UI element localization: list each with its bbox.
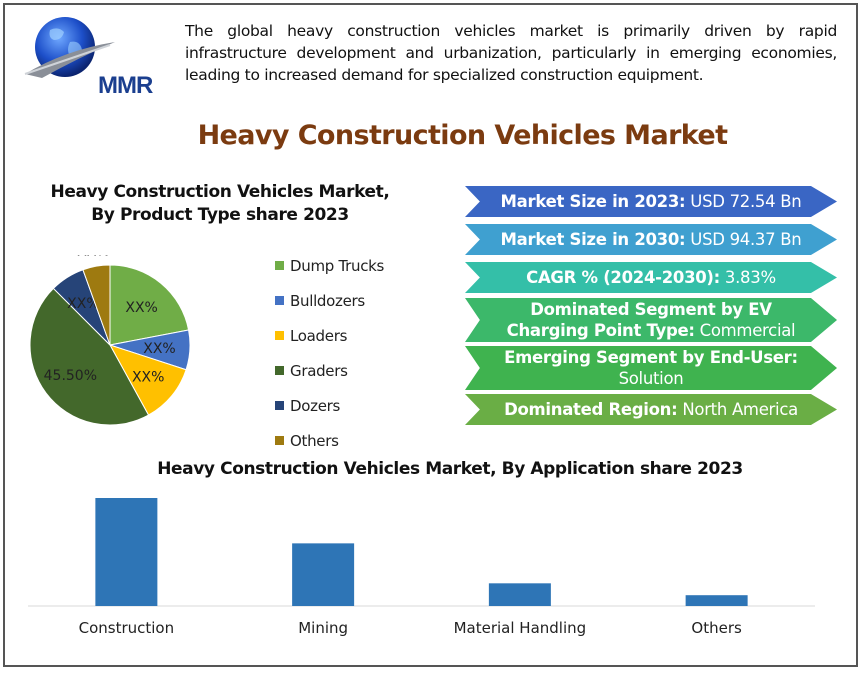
legend-label: Graders bbox=[290, 361, 348, 380]
stat-banner-0: Market Size in 2023: USD 72.54 Bn bbox=[465, 186, 837, 217]
banner-value: USD 94.37 Bn bbox=[685, 230, 802, 249]
globe-icon bbox=[24, 17, 115, 78]
banner-value: Commercial bbox=[694, 321, 796, 340]
legend-label: Bulldozers bbox=[290, 291, 365, 310]
stat-banner-5: Dominated Region: North America bbox=[465, 394, 837, 425]
bar-1 bbox=[292, 543, 355, 606]
logo-text: MMR bbox=[98, 72, 153, 99]
legend-swatch bbox=[275, 261, 284, 270]
pie-slice-3 bbox=[29, 287, 150, 426]
bar-2 bbox=[488, 583, 551, 606]
banner-value: North America bbox=[677, 400, 798, 419]
legend-label: Others bbox=[290, 431, 339, 450]
pie-data-label-1: XX% bbox=[143, 341, 175, 357]
bar-chart-title: Heavy Construction Vehicles Market, By A… bbox=[157, 459, 743, 479]
legend-item-4: Dozers bbox=[275, 388, 384, 423]
banner-value: 3.83% bbox=[719, 268, 776, 287]
stat-banner-1: Market Size in 2030: USD 94.37 Bn bbox=[465, 224, 837, 255]
banner-text: Dominated Region: North America bbox=[504, 399, 798, 420]
banner-text: Market Size in 2030: USD 94.37 Bn bbox=[501, 229, 802, 250]
stat-banner-4: Emerging Segment by End-User: Solution bbox=[465, 346, 837, 390]
pie-data-label-3: 45.50% bbox=[44, 368, 97, 384]
page-title: Heavy Construction Vehicles Market bbox=[197, 120, 728, 151]
x-tick-label-1: Mining bbox=[298, 619, 348, 637]
banner-value: Solution bbox=[618, 369, 684, 388]
banner-label: CAGR % (2024-2030): bbox=[526, 268, 720, 287]
banner-text: Market Size in 2023: USD 72.54 Bn bbox=[501, 191, 802, 212]
banner-label: Market Size in 2030: bbox=[500, 230, 686, 249]
pie-data-label-5: XX% bbox=[77, 255, 109, 259]
pie-slice-0 bbox=[109, 264, 190, 346]
legend-item-0: Dump Trucks bbox=[275, 248, 384, 283]
pie-legend: Dump Trucks Bulldozers Loaders Graders Dozer… bbox=[275, 248, 384, 458]
pie-data-label-4: XX% bbox=[67, 296, 99, 312]
legend-item-3: Graders bbox=[275, 353, 384, 388]
bar-chart: Construction Mining Material Handling Other… bbox=[28, 498, 815, 637]
banner-label: Dominated Segment by EV Charging Point T… bbox=[506, 300, 772, 340]
legend-swatch bbox=[275, 296, 284, 305]
x-tick-label-3: Others bbox=[691, 619, 742, 637]
legend-label: Dozers bbox=[290, 396, 341, 415]
pie-slice-5 bbox=[82, 264, 111, 346]
pie-title-line-1: Heavy Construction Vehicles Market, bbox=[50, 182, 390, 202]
bar-0 bbox=[95, 498, 158, 606]
pie-data-label-2: XX% bbox=[132, 370, 164, 386]
pie-slice-2 bbox=[108, 344, 187, 416]
legend-swatch bbox=[275, 436, 284, 445]
legend-item-5: Others bbox=[275, 423, 384, 458]
banner-text: CAGR % (2024-2030): 3.83% bbox=[526, 267, 776, 288]
pie-chart: XX% XX% XX% 45.50% XX% XX% bbox=[29, 255, 191, 426]
banner-value: USD 72.54 Bn bbox=[685, 192, 802, 211]
bar-3 bbox=[685, 595, 748, 606]
legend-swatch bbox=[275, 331, 284, 340]
banner-text: Dominated Segment by EV Charging Point T… bbox=[495, 299, 807, 341]
legend-swatch bbox=[275, 401, 284, 410]
legend-label: Dump Trucks bbox=[290, 256, 385, 275]
banner-label: Market Size in 2023: bbox=[500, 192, 686, 211]
legend-swatch bbox=[275, 366, 284, 375]
pie-chart-title: Heavy Construction Vehicles Market, By P… bbox=[40, 181, 400, 227]
pie-title-line-2: By Product Type share 2023 bbox=[91, 205, 349, 225]
intro-paragraph: The global heavy construction vehicles m… bbox=[185, 22, 837, 84]
legend-item-2: Loaders bbox=[275, 318, 384, 353]
pie-data-label-0: XX% bbox=[125, 300, 157, 316]
stat-banner-2: CAGR % (2024-2030): 3.83% bbox=[465, 262, 837, 293]
stat-banner-3: Dominated Segment by EV Charging Point T… bbox=[465, 298, 837, 342]
legend-item-1: Bulldozers bbox=[275, 283, 384, 318]
legend-label: Loaders bbox=[290, 326, 348, 345]
banner-label: Emerging Segment by End-User: bbox=[504, 348, 798, 367]
banner-label: Dominated Region: bbox=[504, 400, 678, 419]
x-tick-label-0: Construction bbox=[79, 619, 175, 637]
banner-text: Emerging Segment by End-User: Solution bbox=[495, 347, 807, 389]
mmr-logo: MMR bbox=[20, 12, 160, 99]
x-tick-label-2: Material Handling bbox=[454, 619, 587, 637]
